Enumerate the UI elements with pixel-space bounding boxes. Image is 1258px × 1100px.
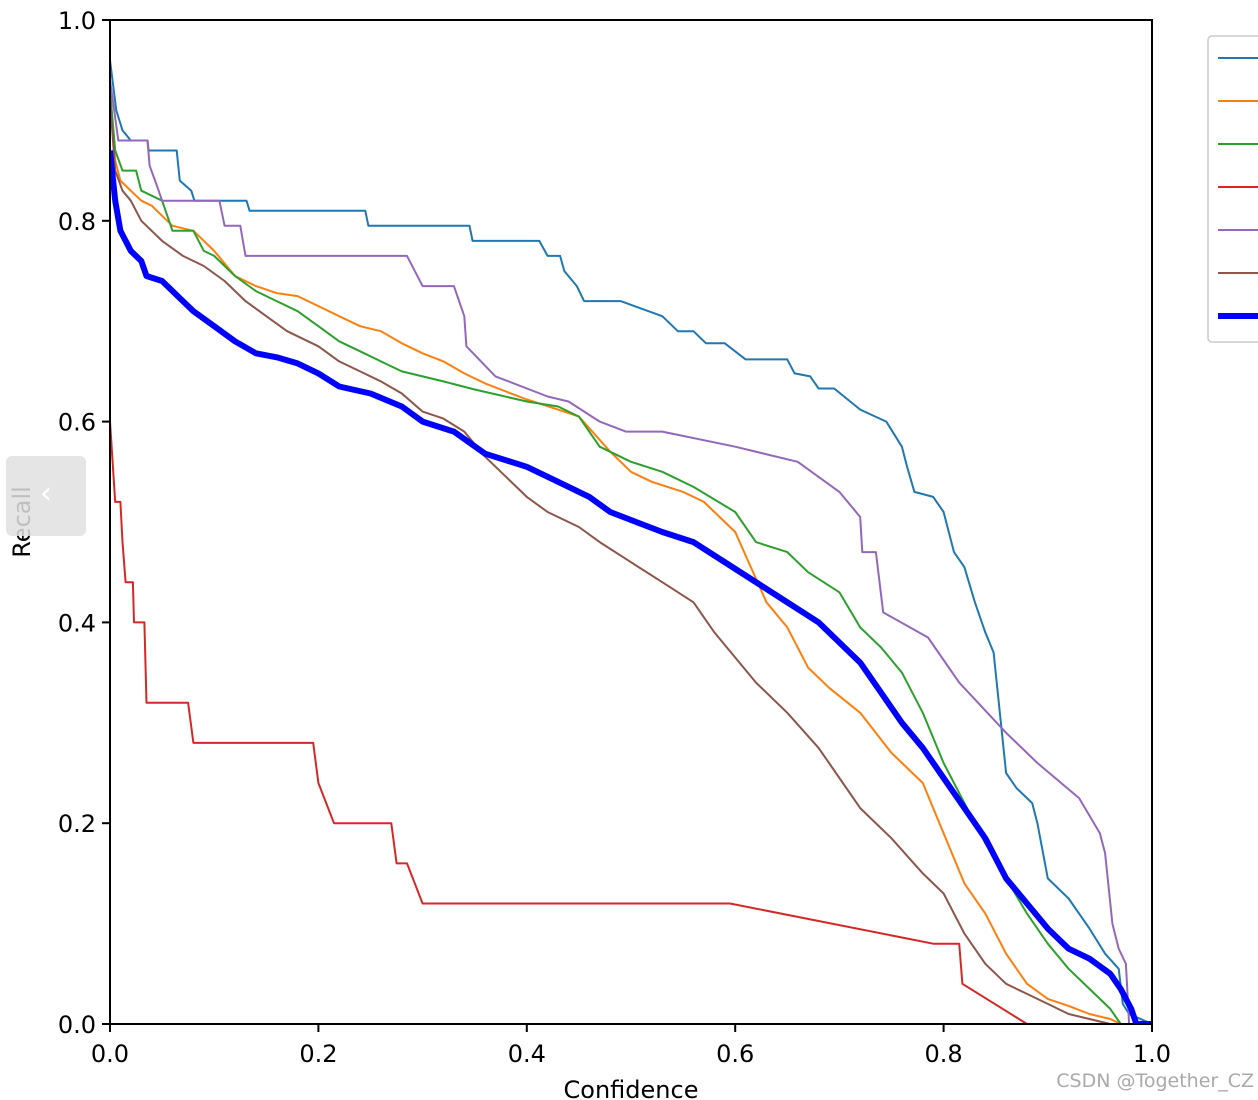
y-tick-label: 0.2 [58,810,96,838]
x-tick-label: 0.2 [299,1040,337,1068]
x-tick-label: 0.4 [508,1040,546,1068]
plot-frame [109,19,1153,1025]
series-line-6 [110,100,1152,1024]
y-tick-label: 0.0 [58,1011,96,1039]
y-tick-label: 0.4 [58,609,96,637]
series-line-1 [110,60,1152,1024]
x-axis-ticks: 0.0 0.2 0.4 0.6 0.8 1.0 [91,1024,1171,1068]
legend-entries [1218,57,1258,319]
series-line-2 [110,90,1152,1024]
collapse-panel-button[interactable]: ‹ [6,456,86,536]
x-tick-label: 0.6 [716,1040,754,1068]
x-tick-label: 0.0 [91,1040,129,1068]
y-tick-label: 0.6 [58,409,96,437]
series-line-7 [110,150,1152,1024]
series-line-5 [110,80,1152,1024]
watermark: CSDN @Together_CZ [1056,1070,1254,1092]
y-tick-label: 1.0 [58,7,96,35]
x-tick-label: 1.0 [1133,1040,1171,1068]
legend-box [1207,35,1258,343]
y-tick-label: 0.8 [58,208,96,236]
x-axis-label: Confidence [564,1076,699,1100]
legend [1207,35,1258,343]
series-line-4 [110,421,1152,1024]
x-tick-label: 0.8 [925,1040,963,1068]
chevron-left-icon: ‹ [40,476,52,511]
y-axis-ticks: 0.0 0.2 0.4 0.6 0.8 1.0 [58,7,110,1039]
series-lines [110,60,1152,1024]
